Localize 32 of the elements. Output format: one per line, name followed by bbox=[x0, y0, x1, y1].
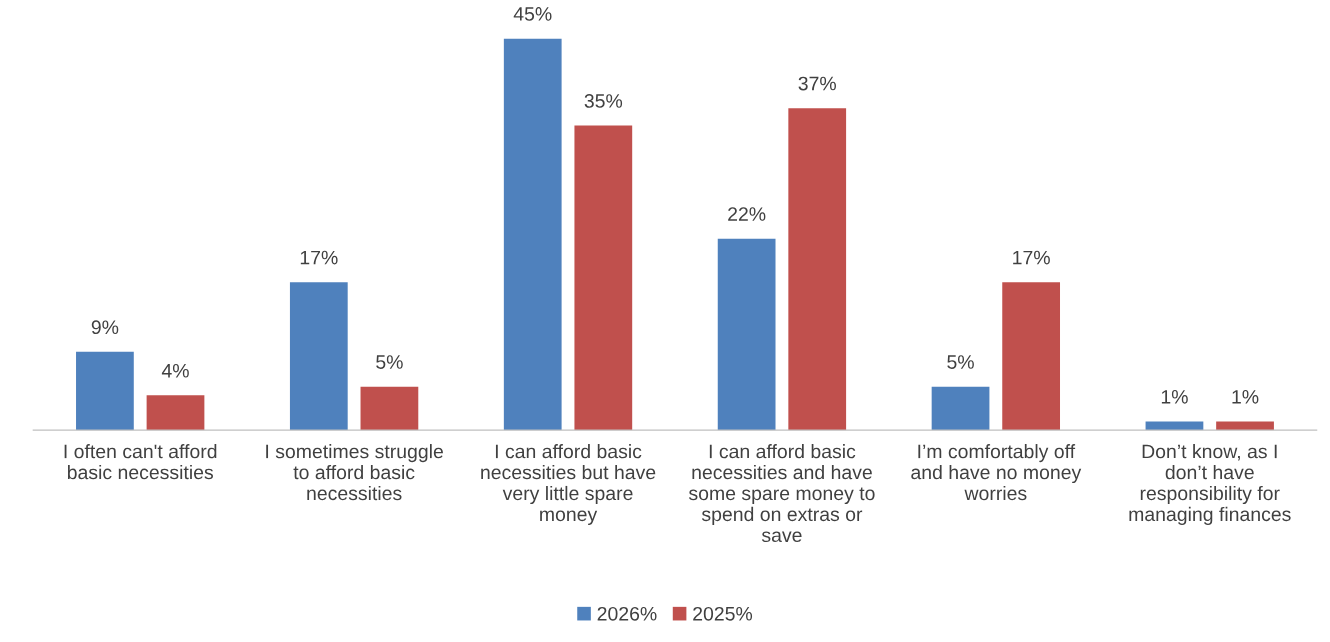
bar bbox=[1145, 421, 1204, 431]
data-label: 35% bbox=[584, 94, 623, 108]
data-label: 1% bbox=[1161, 390, 1188, 404]
data-label: 17% bbox=[300, 250, 338, 265]
data-label: 9% bbox=[91, 320, 119, 335]
data-label: 37% bbox=[798, 76, 836, 91]
data-label: 22% bbox=[728, 207, 766, 221]
bar bbox=[503, 38, 562, 431]
bar bbox=[1002, 282, 1061, 431]
x-tick-label: Don’t know, as I don’t have responsibility for managing finances bbox=[1129, 444, 1291, 525]
x-tick-label: I sometimes struggle to afford basic necessities bbox=[266, 444, 443, 501]
bar bbox=[574, 125, 633, 431]
legend-label: 2026% bbox=[597, 606, 657, 621]
data-label: 5% bbox=[376, 355, 403, 369]
bar bbox=[717, 238, 776, 431]
data-label: 17% bbox=[1013, 250, 1050, 265]
x-tick-label: I can afford basic necessities and have some spare money to spend on extras or save bbox=[688, 444, 875, 543]
bar bbox=[289, 282, 348, 431]
bar bbox=[931, 386, 990, 431]
bar bbox=[1216, 421, 1274, 431]
bar bbox=[788, 108, 847, 431]
bar bbox=[360, 386, 419, 431]
x-tick-label: I often can't afford basic necessities bbox=[64, 444, 217, 480]
data-label: 1% bbox=[1232, 390, 1259, 404]
x-tick-label: I can afford basic necessities but have very little spare money bbox=[481, 444, 656, 525]
bar bbox=[76, 351, 134, 431]
data-label: 5% bbox=[947, 355, 974, 369]
data-label: 4% bbox=[161, 363, 189, 378]
legend-label: 2025% bbox=[693, 606, 753, 621]
x-tick-label: I’m comfortably off and have no money worries bbox=[911, 444, 1082, 501]
bar bbox=[146, 395, 205, 431]
data-label: 45% bbox=[513, 7, 552, 21]
